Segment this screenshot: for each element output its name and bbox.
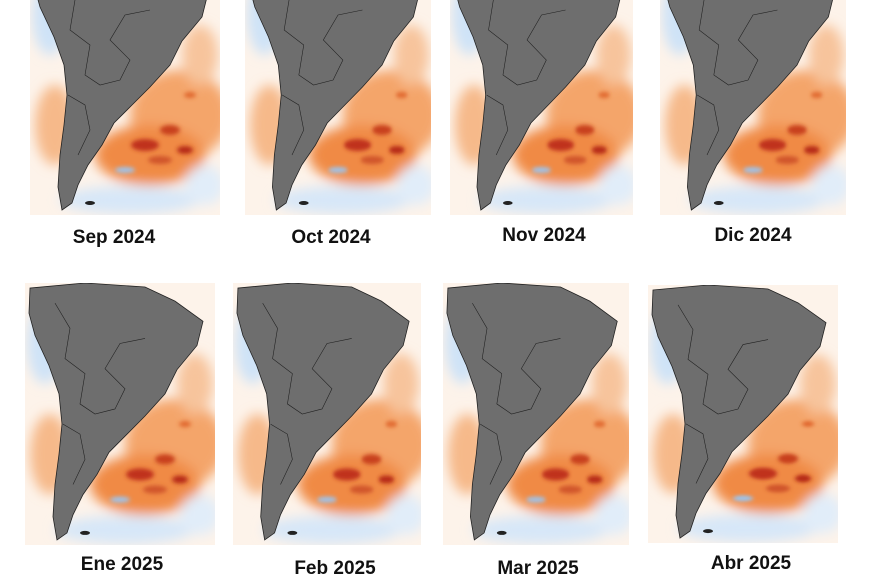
map-panel (245, 0, 431, 215)
panel-label: Ene 2025 (80, 554, 164, 575)
panel-label: Mar 2025 (497, 558, 579, 579)
map-panel (450, 0, 633, 215)
map-panel (25, 283, 215, 545)
map-panel (648, 285, 838, 543)
map-panel (660, 0, 846, 215)
panel-label: Nov 2024 (502, 225, 586, 246)
map-panel (233, 283, 421, 545)
panel-label: Dic 2024 (714, 225, 792, 246)
map-panel (443, 283, 629, 545)
panel-label: Sep 2024 (72, 227, 156, 248)
panel-label: Abr 2025 (710, 553, 792, 574)
panel-label: Oct 2024 (291, 227, 371, 248)
map-panel (30, 0, 220, 215)
panel-label: Feb 2025 (294, 558, 376, 579)
